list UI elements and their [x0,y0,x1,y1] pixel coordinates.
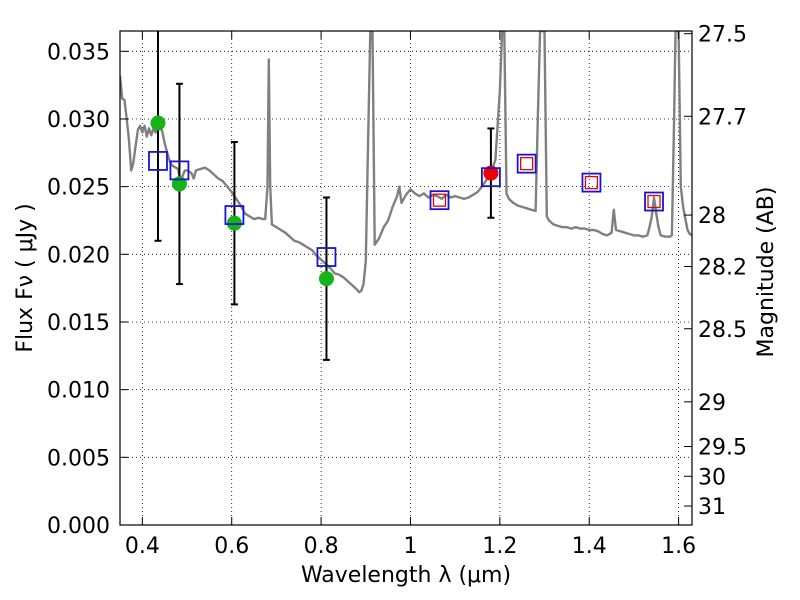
model-square [169,160,190,181]
model-square [581,172,602,193]
plot-frame [119,30,693,526]
y-tick-label: 0.035 [47,40,110,65]
x-axis-title: Wavelength λ (μm) [301,563,511,588]
y-axis-title: Flux Fν ( μJy ) [13,203,38,352]
x-tick-label: 1.2 [482,534,517,559]
y-tick-label: 0.020 [47,243,110,268]
x-tick-label: 0.6 [214,534,249,559]
x-tick-label: 1.4 [572,534,607,559]
x-tick-label: 1 [403,534,417,559]
model-square [481,167,501,188]
y-tick-label: 0.005 [47,446,110,471]
plot-area-background [120,31,692,525]
x-tick-label: 0.4 [125,534,160,559]
y-tick-label: 0.000 [47,514,110,539]
y-tick-label: 0.025 [47,176,110,201]
model-square-inner [647,194,661,209]
y2-axis-title: Magnitude (AB) [754,187,779,358]
model-square [644,191,664,212]
model-square-inner [584,175,599,190]
model-square [148,151,168,171]
x-tick-label: 0.8 [304,534,339,559]
magnitude-tick-label: 29 [698,391,726,416]
label-layer: 0.4 0.6 0.8 1 1.2 1.4 1.6 0.000 0.005 0.010 0.015 0… [13,23,779,588]
marker-layer [148,115,664,287]
magnitude-tick-label: 28.5 [698,318,747,343]
y-tick-label: 0.015 [47,311,110,336]
model-square [516,153,537,174]
magnitude-tick-label: 28.2 [698,255,747,280]
magnitude-tick-label: 29.5 [698,436,747,461]
magnitude-tick-label: 30 [698,465,726,490]
model-square [429,190,450,211]
magnitude-tick-label: 27.5 [698,23,747,48]
magnitude-tick-label: 31 [698,495,726,520]
model-square [316,247,337,267]
data-point-circle [318,271,334,287]
model-square [224,205,245,225]
data-point-circle [150,115,166,131]
magnitude-tick-label: 27.7 [698,105,747,130]
model-square-inner [432,193,447,207]
magnitude-tick-label: 28 [698,204,726,229]
tick-layer [120,31,692,526]
model-square-inner [520,156,534,171]
y-tick-label: 0.010 [47,379,110,404]
y-tick-label: 0.030 [47,108,110,133]
x-tick-label: 1.6 [661,534,696,559]
data-point-circle [483,165,499,181]
